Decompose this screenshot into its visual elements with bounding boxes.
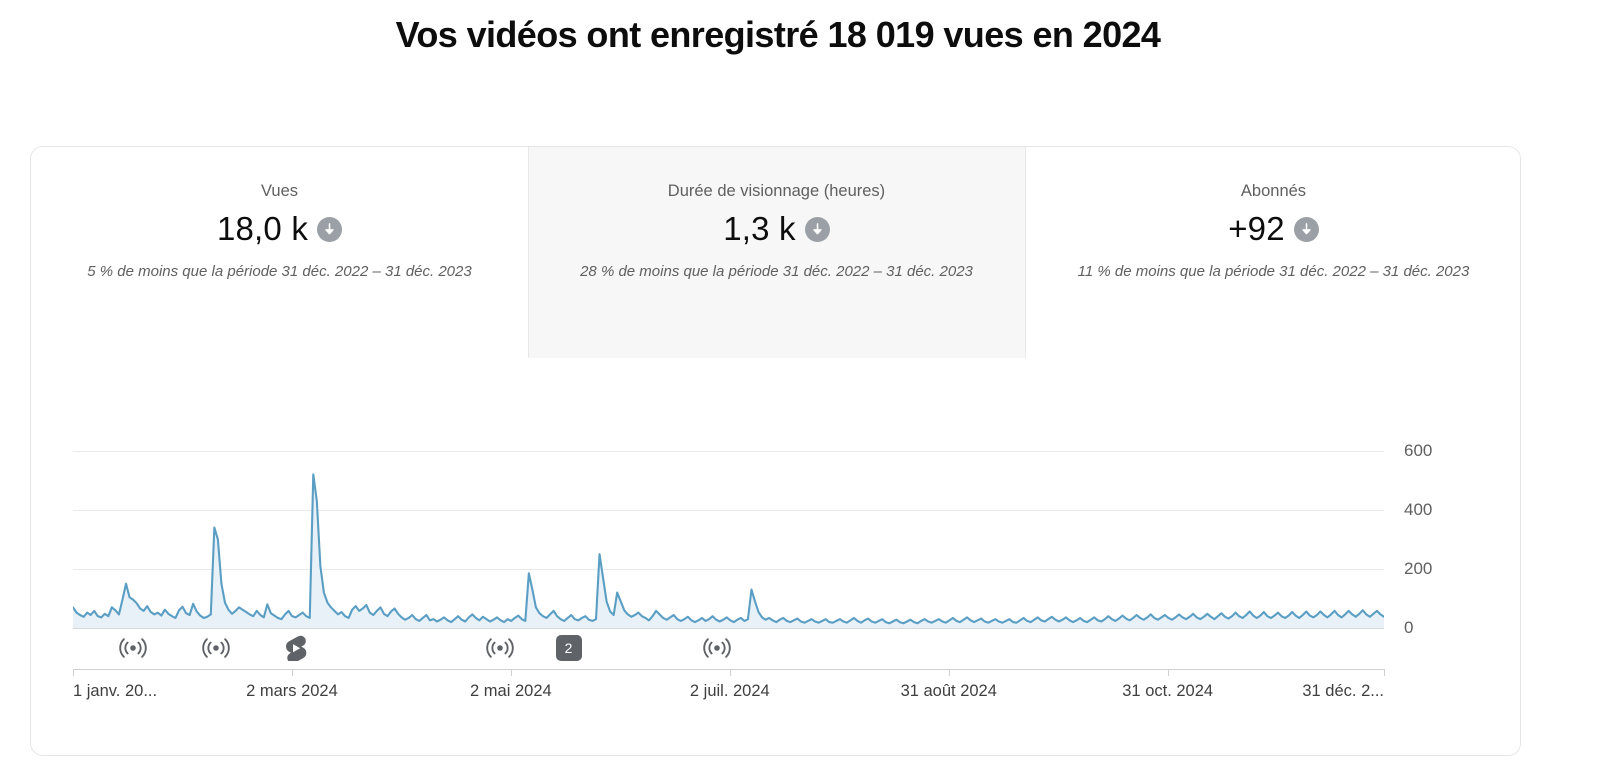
metric-value: 18,0 k bbox=[216, 210, 309, 247]
chart-x-axis-ticks bbox=[73, 669, 1385, 676]
x-axis-label-3: 2 juil. 2024 bbox=[689, 682, 770, 700]
gridline-400 bbox=[73, 509, 1384, 511]
gridline-0 bbox=[73, 628, 1384, 629]
gridline-200 bbox=[73, 568, 1384, 570]
metric-value-row: 1,3 k bbox=[542, 208, 1011, 250]
metric-comparison: 28 % de moins que la période 31 déc. 202… bbox=[580, 263, 973, 280]
metrics-strip: Vues 18,0 k 5 % de moins que la période 31… bbox=[31, 147, 1520, 358]
chart-area: 0 200 400 600 2 1 janv. 20... 2 mars 2024 2 m… bbox=[31, 358, 1520, 755]
chart-marker-live-broadcast-icon[interactable] bbox=[119, 630, 147, 666]
metric-card-2[interactable]: Abonnés +92 11 % de moins que la période 3… bbox=[1025, 147, 1520, 358]
metric-label: Vues bbox=[261, 182, 298, 200]
metric-card-1[interactable]: Durée de visionnage (heures) 1,3 k 28 % de… bbox=[528, 147, 1025, 358]
page-title: Vos vidéos ont enregistré 18 019 vues en… bbox=[395, 14, 1161, 55]
chart-marker-live-broadcast-icon[interactable] bbox=[486, 630, 515, 666]
x-axis-tick-6 bbox=[1384, 669, 1385, 676]
x-axis-label-0: 1 janv. 20... bbox=[73, 682, 158, 700]
arrow-down-circle-icon bbox=[804, 216, 830, 242]
chart-marker-annotation-count-badge[interactable]: 2 bbox=[555, 630, 582, 666]
chart-plot bbox=[73, 436, 1384, 629]
x-axis-tick-1 bbox=[291, 669, 293, 676]
chart-y-axis-labels: 0 200 400 600 bbox=[1404, 436, 1474, 637]
x-axis-label-2: 2 mai 2024 bbox=[470, 682, 552, 700]
y-axis-label-600: 600 bbox=[1404, 440, 1433, 460]
chart-annotation-markers: 2 bbox=[73, 630, 1384, 670]
x-axis-tick-2 bbox=[510, 669, 512, 676]
chart-x-axis-labels: 1 janv. 20... 2 mars 2024 2 mai 2024 2 juil… bbox=[73, 682, 1384, 708]
y-axis-label-200: 200 bbox=[1404, 558, 1433, 578]
x-axis-tick-3 bbox=[729, 669, 731, 676]
views-line-chart bbox=[73, 436, 1384, 628]
chart-gridlines bbox=[73, 436, 1384, 629]
x-axis-tick-0 bbox=[73, 669, 74, 676]
metric-label: Abonnés bbox=[1240, 182, 1307, 200]
arrow-down-circle-icon bbox=[1293, 216, 1319, 242]
chart-marker-live-broadcast-icon[interactable] bbox=[202, 630, 230, 666]
x-axis-label-5: 31 oct. 2024 bbox=[1122, 682, 1214, 700]
x-axis-label-1: 2 mars 2024 bbox=[246, 682, 338, 700]
chart-x-axis-line bbox=[73, 669, 1384, 670]
metric-value: +92 bbox=[1228, 210, 1285, 247]
x-axis-label-6: 31 déc. 2... bbox=[1302, 682, 1384, 700]
y-axis-label-400: 400 bbox=[1404, 499, 1433, 519]
metric-value-row: +92 bbox=[1039, 208, 1508, 250]
metric-card-0[interactable]: Vues 18,0 k 5 % de moins que la période 31… bbox=[31, 147, 528, 358]
metric-comparison: 11 % de moins que la période 31 déc. 202… bbox=[1077, 263, 1470, 280]
metric-value: 1,3 k bbox=[723, 210, 796, 247]
x-axis-tick-5 bbox=[1167, 669, 1169, 676]
y-axis-label-0: 0 bbox=[1404, 618, 1414, 637]
gridline-600 bbox=[73, 450, 1384, 452]
metric-value-row: 18,0 k bbox=[45, 208, 514, 250]
marker-count-label: 2 bbox=[555, 635, 582, 661]
analytics-card: Vues 18,0 k 5 % de moins que la période 31… bbox=[30, 146, 1521, 756]
x-axis-tick-4 bbox=[948, 669, 950, 676]
chart-marker-shorts-icon[interactable] bbox=[283, 630, 307, 666]
chart-marker-live-broadcast-icon[interactable] bbox=[703, 630, 731, 666]
x-axis-label-4: 31 août 2024 bbox=[900, 682, 997, 700]
arrow-down-circle-icon bbox=[317, 216, 343, 242]
metric-label: Durée de visionnage (heures) bbox=[667, 182, 886, 200]
metric-comparison: 5 % de moins que la période 31 déc. 2022… bbox=[87, 263, 472, 280]
